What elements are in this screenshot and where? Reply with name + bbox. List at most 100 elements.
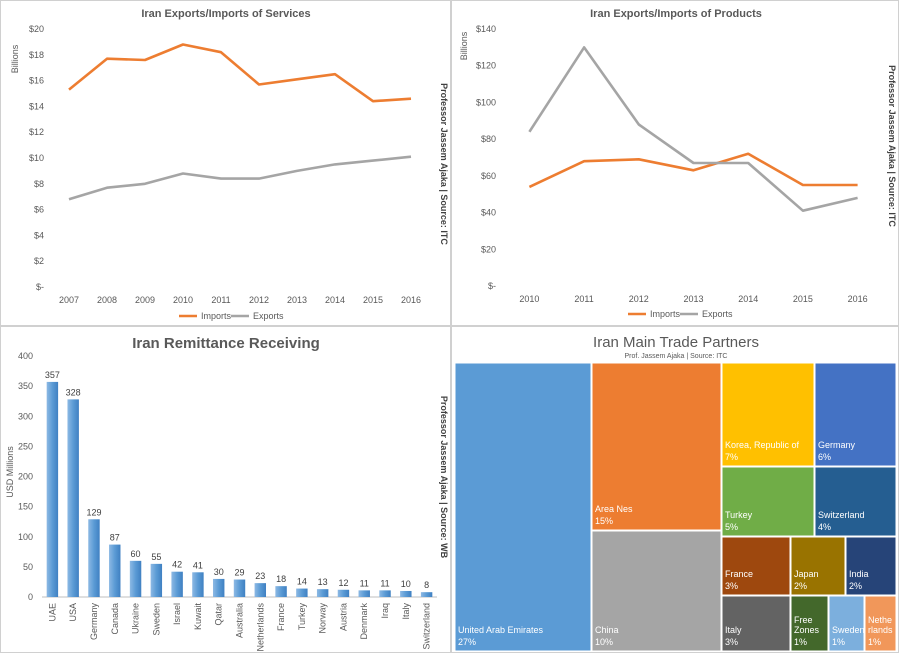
treemap-cell-pct: 2% (849, 581, 862, 591)
treemap-cell-name: Free Zones (794, 615, 820, 635)
y-tick-label: $2 (34, 256, 44, 266)
x-tick-label: Turkey (297, 603, 307, 631)
x-tick-label: Ukraine (131, 603, 141, 634)
treemap-cell-rect (864, 595, 897, 652)
services-line-chart: Iran Exports/Imports of Services Billion… (10, 8, 449, 321)
treemap-cell-name: France (725, 569, 753, 579)
y-tick-label: 250 (18, 441, 33, 451)
x-tick-label: Italy (401, 603, 411, 620)
treemap-cell-united-arab-emirates: United Arab Emirates 27% (454, 362, 592, 652)
chart-subtitle: Prof. Jassem Ajaka | Source: ITC (625, 353, 728, 360)
treemap-cell-pct: 15% (595, 516, 613, 526)
treemap-cell-rect (454, 362, 592, 652)
plot-area: $- $20 $40 $60 $80 $100 $120 $140 2010 2011 2012 20… (476, 24, 868, 319)
treemap-cell-germany: Germany 6% (814, 362, 897, 467)
x-tick-label: 2016 (401, 295, 421, 305)
x-tick-label: UAE (47, 603, 57, 622)
y-axis-label: Billions (10, 44, 20, 73)
treemap-cell-name: Area Nes (595, 504, 633, 514)
x-tick-label: 2013 (683, 294, 703, 304)
plot-area: $- $2 $4 $6 $8 $10 $12 $14 $16 $18 $20 2007 2008 2009… (29, 24, 421, 321)
data-label: 11 (380, 578, 389, 588)
data-label: 60 (131, 549, 141, 559)
x-tick-label: 2016 (848, 294, 868, 304)
y-tick-label: 0 (28, 592, 33, 602)
data-label: 18 (276, 574, 286, 584)
treemap-cell-switzerland: Switzerland 4% (814, 466, 897, 537)
bar-sweden (150, 563, 163, 597)
treemap-cell-pct: 27% (458, 637, 476, 647)
remittance-bar-chart: Iran Remittance Receiving USD Millions P… (5, 335, 449, 652)
legend-label-imports: Imports (650, 309, 681, 319)
treemap-cell-rect (591, 530, 722, 652)
x-tick-label: Kuwait (193, 603, 203, 631)
treemap-cell-name: Sweden (832, 625, 865, 635)
treemap-cell-pct: 1% (868, 637, 881, 647)
treemap-cell-pct: 2% (794, 581, 807, 591)
x-tick-label: Switzerland (422, 603, 432, 650)
x-tick-label: Canada (110, 603, 120, 635)
bar-netherlands (254, 583, 267, 597)
bar-france (275, 586, 287, 597)
legend-label-exports: Exports (702, 309, 733, 319)
x-tick-label: Netherlands (255, 603, 265, 652)
y-tick-label: $4 (34, 230, 44, 240)
x-tick-label: 2012 (629, 294, 649, 304)
data-label: 29 (234, 568, 244, 578)
y-axis-label: Billions (459, 31, 469, 60)
y-tick-label: $10 (29, 153, 44, 163)
treemap-cell-pct: 1% (794, 637, 807, 647)
y-tick-label: $14 (29, 101, 44, 111)
y-tick-label: $- (488, 281, 496, 291)
x-tick-label: Germany (89, 603, 99, 641)
x-tick-label: Sweden (151, 603, 161, 636)
x-tick-label: 2011 (574, 294, 593, 304)
x-tick-label: 2008 (97, 295, 117, 305)
treemap-cell-rect (828, 595, 865, 652)
bar-iraq (379, 590, 391, 597)
treemap-cell-korea-republic-of: Korea, Republic of 7% (721, 362, 815, 467)
treemap-cell-name: Italy (725, 625, 742, 635)
treemap-cell-name: India (849, 569, 869, 579)
chart-title: Iran Main Trade Partners (593, 334, 759, 351)
treemap-cell-rect (721, 362, 815, 467)
bar-uae (46, 381, 59, 597)
bar-australia (233, 579, 246, 597)
y-tick-label: $100 (476, 97, 496, 107)
treemap-cell-rect (721, 536, 791, 596)
data-label: 14 (297, 577, 307, 587)
treemap-cell-name: Turkey (725, 510, 753, 520)
data-label: 129 (86, 507, 101, 517)
y-tick-label: 350 (18, 381, 33, 391)
x-tick-label: 2009 (135, 295, 155, 305)
series-line-exports (528, 46, 858, 212)
y-tick-label: $60 (481, 171, 496, 181)
treemap-cell-name: Japan (794, 569, 819, 579)
x-tick-label: 2010 (519, 294, 539, 304)
treemap-cell-area-nes: Area Nes 15% (591, 362, 722, 531)
y-tick-label: $6 (34, 205, 44, 215)
x-tick-label: Australia (235, 603, 245, 638)
bar-germany (88, 519, 100, 597)
plot-area: 0 50 100 150 200 250 300 350 400 357 UAE 328 USA 129 G… (18, 351, 437, 652)
x-tick-label: USA (68, 603, 78, 622)
treemap-cell-france: France 3% (721, 536, 791, 596)
y-tick-label: $80 (481, 134, 496, 144)
data-label: 13 (318, 577, 328, 587)
treemap-cells: United Arab Emirates 27% Area Nes 15% China 1… (454, 362, 897, 652)
treemap-cell-rect (721, 595, 791, 652)
treemap-cell-pct: 4% (818, 522, 831, 532)
legend-label-exports: Exports (253, 311, 284, 321)
products-line-chart: Iran Exports/Imports of Products Billion… (459, 8, 897, 319)
y-tick-label: 400 (18, 351, 33, 361)
bar-kuwait (192, 572, 204, 597)
data-label: 8 (424, 580, 429, 590)
trade-partners-treemap: Iran Main Trade Partners Prof. Jassem Aj… (454, 334, 897, 652)
treemap-cell-turkey: Turkey 5% (721, 466, 815, 537)
trade-partners-panel: Iran Main Trade Partners Prof. Jassem Aj… (451, 326, 899, 653)
y-tick-label: 50 (23, 562, 33, 572)
data-label: 87 (110, 533, 120, 543)
treemap-cell-rect (845, 536, 897, 596)
bar-italy (400, 590, 412, 597)
y-axis-label: USD Millions (5, 446, 15, 498)
